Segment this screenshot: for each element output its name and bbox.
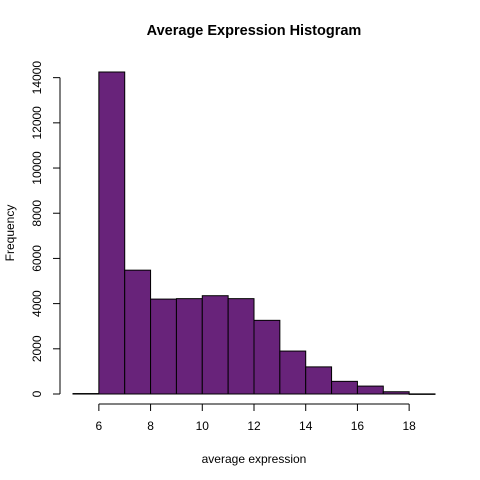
chart-title: Average Expression Histogram	[147, 23, 362, 39]
histogram-bar	[201, 295, 229, 395]
y-axis-label: Frequency	[3, 205, 17, 262]
y-tick-label: 0	[30, 390, 44, 397]
x-tick-label: 16	[351, 419, 365, 433]
histogram-bar	[408, 393, 436, 395]
histogram-bar	[305, 366, 333, 395]
x-tick-label: 14	[299, 419, 313, 433]
histogram-bar	[72, 393, 100, 395]
histogram-bars	[72, 71, 436, 395]
y-tick-label: 12000	[30, 106, 44, 140]
histogram-bar	[382, 391, 410, 395]
histogram-bar	[227, 298, 255, 395]
x-axis: 6 8 10 12 14 16 18	[96, 403, 416, 433]
histogram-bar	[356, 385, 384, 395]
x-tick-label: 8	[147, 419, 154, 433]
y-tick-label: 8000	[30, 200, 44, 227]
histogram-bar	[331, 380, 358, 395]
histogram-bar	[124, 269, 152, 395]
x-tick-label: 10	[196, 419, 210, 433]
y-tick-label: 14000	[30, 61, 44, 95]
y-tick-label: 2000	[30, 335, 44, 362]
x-axis-label: average expression	[202, 452, 307, 466]
histogram-bar	[253, 319, 281, 395]
histogram-bar	[175, 298, 203, 395]
y-axis: 0 2000 4000 6000 8000 10000 12000 14000	[30, 61, 61, 397]
y-tick-label: 4000	[30, 290, 44, 317]
histogram-bar	[98, 71, 126, 395]
x-tick-label: 6	[96, 419, 103, 433]
y-tick-label: 10000	[30, 151, 44, 185]
x-tick-label: 18	[402, 419, 416, 433]
y-tick-label: 6000	[30, 245, 44, 272]
histogram-bar	[150, 298, 177, 395]
histogram-bar	[279, 350, 307, 395]
x-tick-label: 12	[247, 419, 261, 433]
